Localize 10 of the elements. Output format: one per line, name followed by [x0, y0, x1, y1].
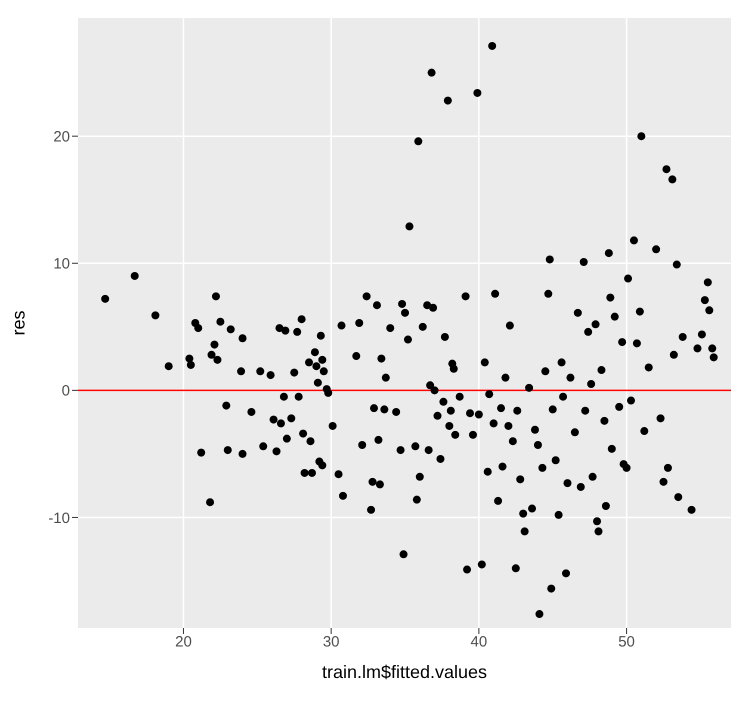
y-tick-label: 20: [53, 128, 70, 146]
x-tick-label: 20: [175, 634, 192, 651]
x-axis-title: train.lm$fitted.values: [322, 662, 488, 682]
y-tick-label: 10: [53, 256, 70, 273]
y-tick-label: -10: [48, 510, 70, 527]
x-tick-label: 30: [322, 634, 340, 651]
x-tick-label: 40: [470, 634, 488, 651]
x-tick-label: 50: [618, 634, 635, 651]
y-tick-label: 0: [62, 382, 70, 400]
y-axis-title: res: [8, 310, 28, 336]
